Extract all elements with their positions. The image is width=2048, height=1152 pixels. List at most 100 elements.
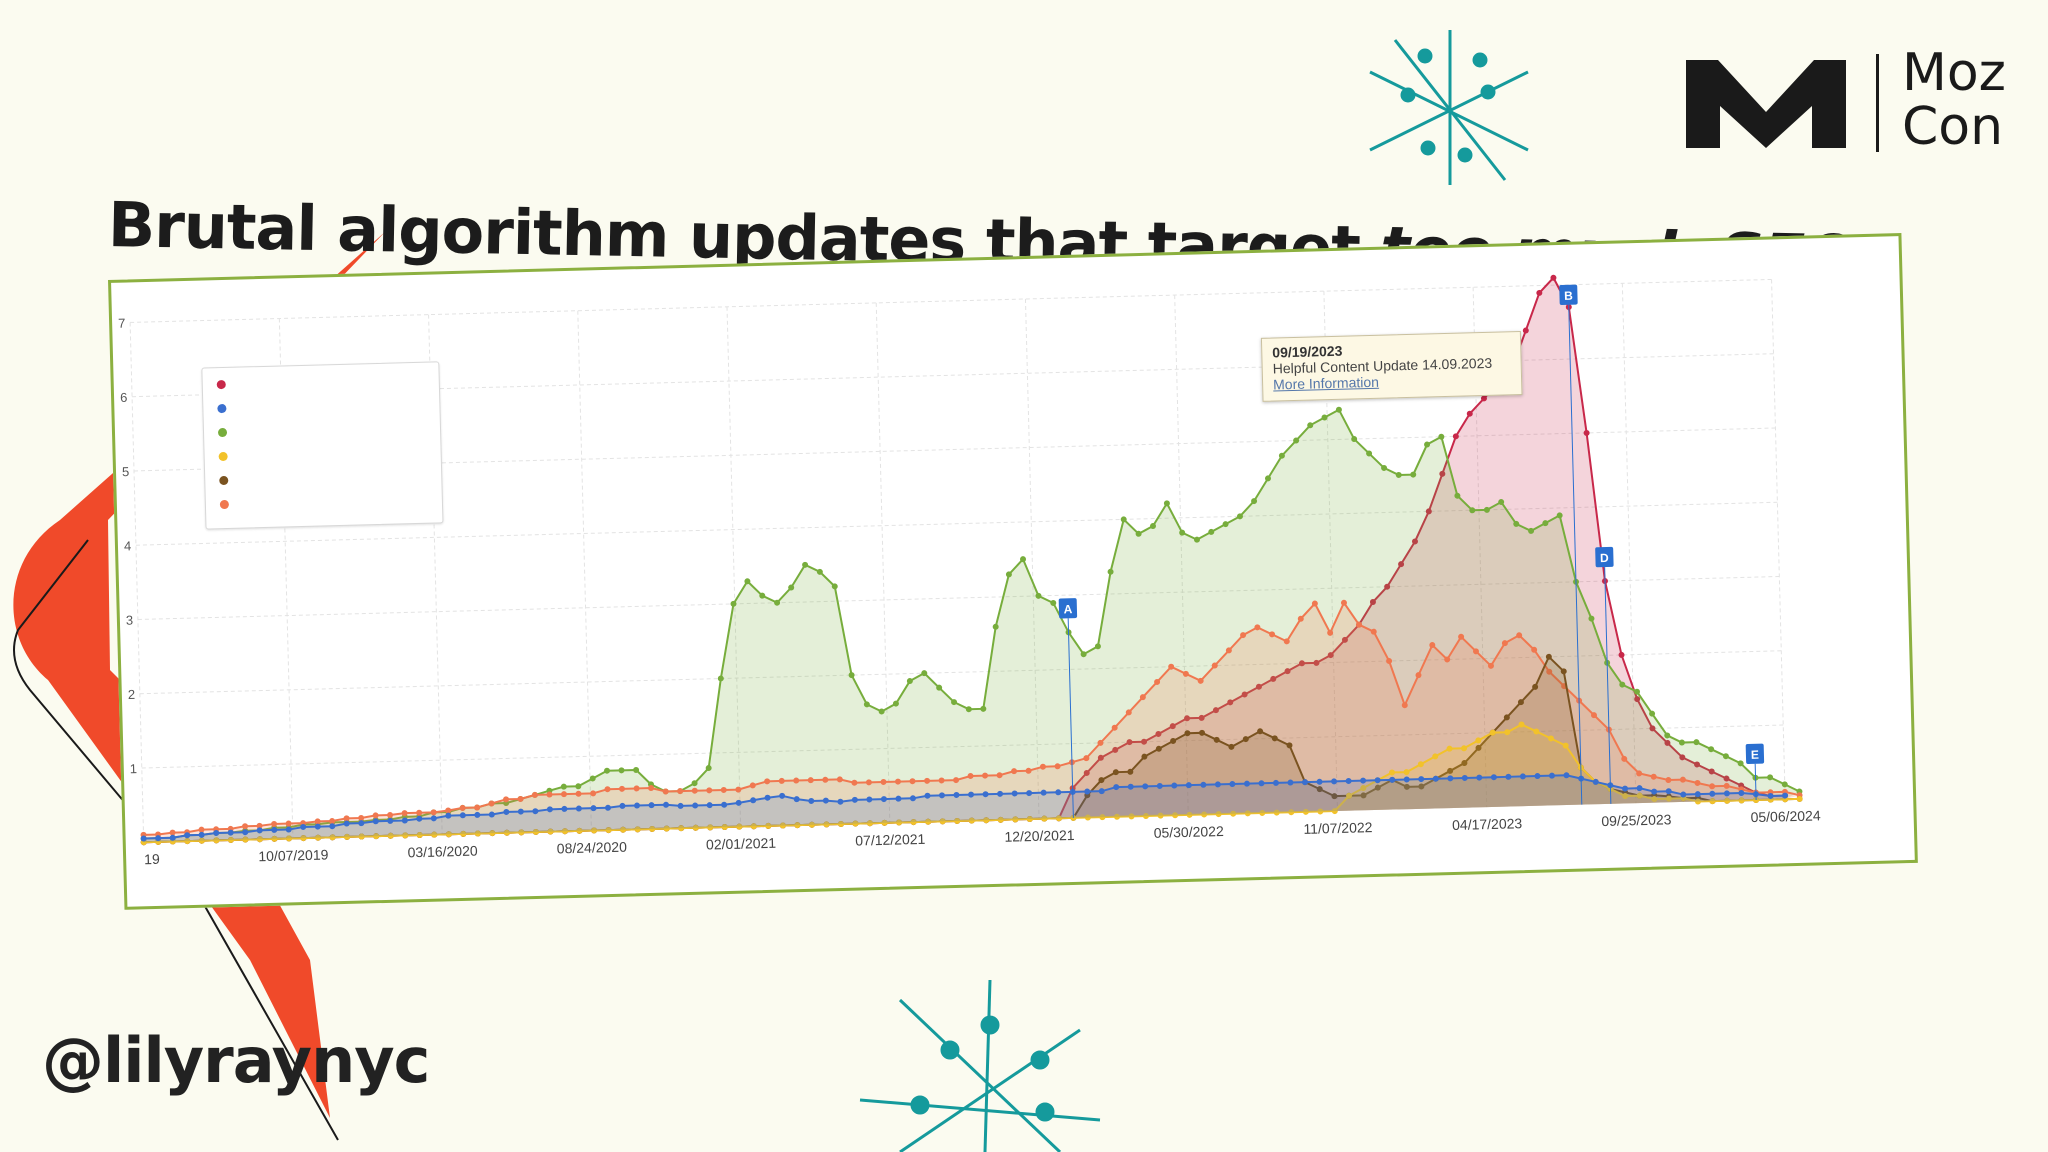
- data-point: [1622, 793, 1629, 800]
- data-point: [663, 825, 670, 832]
- data-point: [387, 832, 394, 839]
- data-point: [1039, 763, 1046, 770]
- data-point: [1708, 746, 1715, 753]
- data-point: [1503, 714, 1510, 721]
- data-point: [1665, 788, 1672, 795]
- data-point: [808, 797, 815, 804]
- data-point: [1562, 742, 1569, 749]
- data-point: [1168, 663, 1175, 670]
- data-point: [590, 790, 597, 797]
- data-point: [968, 817, 975, 824]
- chart-tooltip: 09/19/2023 Helpful Content Update 14.09.…: [1260, 331, 1523, 402]
- data-point: [779, 822, 786, 829]
- data-point: [576, 827, 583, 834]
- data-point: [1254, 624, 1261, 631]
- data-point: [1083, 755, 1090, 762]
- data-point: [909, 778, 916, 785]
- data-point: [213, 837, 220, 844]
- data-point: [1522, 327, 1529, 334]
- data-point: [242, 829, 249, 836]
- y-tick-label: 6: [120, 390, 128, 405]
- data-point: [1171, 782, 1178, 789]
- data-point: [1025, 767, 1032, 774]
- x-tick-label: 12/20/2021: [1004, 827, 1075, 845]
- data-point: [1636, 770, 1643, 777]
- data-point: [431, 831, 438, 838]
- data-point: [1389, 776, 1396, 783]
- data-point: [140, 835, 147, 842]
- data-point: [1444, 656, 1451, 663]
- data-point: [1230, 810, 1237, 817]
- data-point: [759, 592, 766, 599]
- data-point: [1212, 707, 1219, 714]
- data-point: [1179, 529, 1186, 536]
- data-point: [980, 705, 987, 712]
- data-point: [1098, 788, 1105, 795]
- data-point: [445, 831, 452, 838]
- data-point: [1356, 621, 1363, 628]
- data-point: [794, 822, 801, 829]
- data-point: [1563, 772, 1570, 779]
- data-point: [1651, 796, 1658, 803]
- data-point: [517, 795, 524, 802]
- data-point: [1360, 785, 1367, 792]
- data-point: [1313, 659, 1320, 666]
- data-point: [1242, 736, 1249, 743]
- data-point: [1737, 760, 1744, 767]
- data-point: [749, 782, 756, 789]
- chart-screenshot: 19 10/07/2019 03/16/2020 08/24/2020 02/01/20…: [108, 233, 1918, 910]
- x-tick-label: 07/12/2021: [855, 831, 926, 849]
- data-point: [1271, 735, 1278, 742]
- data-point: [285, 820, 292, 827]
- data-point: [358, 833, 365, 840]
- data-point: [1112, 746, 1119, 753]
- traffic-chart: 19 10/07/2019 03/16/2020 08/24/2020 02/01/20…: [118, 274, 1821, 867]
- data-point: [1098, 777, 1105, 784]
- data-point: [925, 818, 932, 825]
- data-point: [1335, 406, 1342, 413]
- data-point: [691, 780, 698, 787]
- data-point: [1452, 433, 1459, 440]
- data-point: [1591, 712, 1598, 719]
- data-point: [1273, 809, 1280, 816]
- data-point: [1403, 776, 1410, 783]
- data-point: [793, 777, 800, 784]
- data-point: [1636, 792, 1643, 799]
- data-point: [1327, 652, 1334, 659]
- data-point: [619, 802, 626, 809]
- data-point: [518, 829, 525, 836]
- data-point: [285, 826, 292, 833]
- data-point: [329, 823, 336, 830]
- data-point: [1738, 790, 1745, 797]
- data-point: [1139, 694, 1146, 701]
- data-point: [589, 775, 596, 782]
- data-point: [953, 777, 960, 784]
- data-point: [1384, 583, 1391, 590]
- event-marker-label: B: [1564, 289, 1573, 303]
- data-point: [1649, 725, 1656, 732]
- data-point: [1026, 816, 1033, 823]
- data-point: [1055, 815, 1062, 822]
- data-point: [1461, 774, 1468, 781]
- data-point: [1311, 600, 1318, 607]
- data-point: [401, 817, 408, 824]
- data-point: [1469, 507, 1476, 514]
- data-point: [445, 807, 452, 814]
- data-point: [705, 765, 712, 772]
- data-point: [1490, 774, 1497, 781]
- data-point: [992, 623, 999, 630]
- data-point: [1201, 811, 1208, 818]
- y-tick-label: 1: [130, 761, 138, 776]
- data-point: [1410, 471, 1417, 478]
- data-point: [1664, 739, 1671, 746]
- brand-wordmark: Moz Con: [1902, 46, 2006, 154]
- data-point: [1283, 638, 1290, 645]
- data-point: [851, 796, 858, 803]
- data-point: [1424, 441, 1431, 448]
- data-point: [924, 777, 931, 784]
- data-point: [1694, 779, 1701, 786]
- data-point: [184, 838, 191, 845]
- data-point: [982, 772, 989, 779]
- data-point: [1287, 779, 1294, 786]
- data-point: [547, 828, 554, 835]
